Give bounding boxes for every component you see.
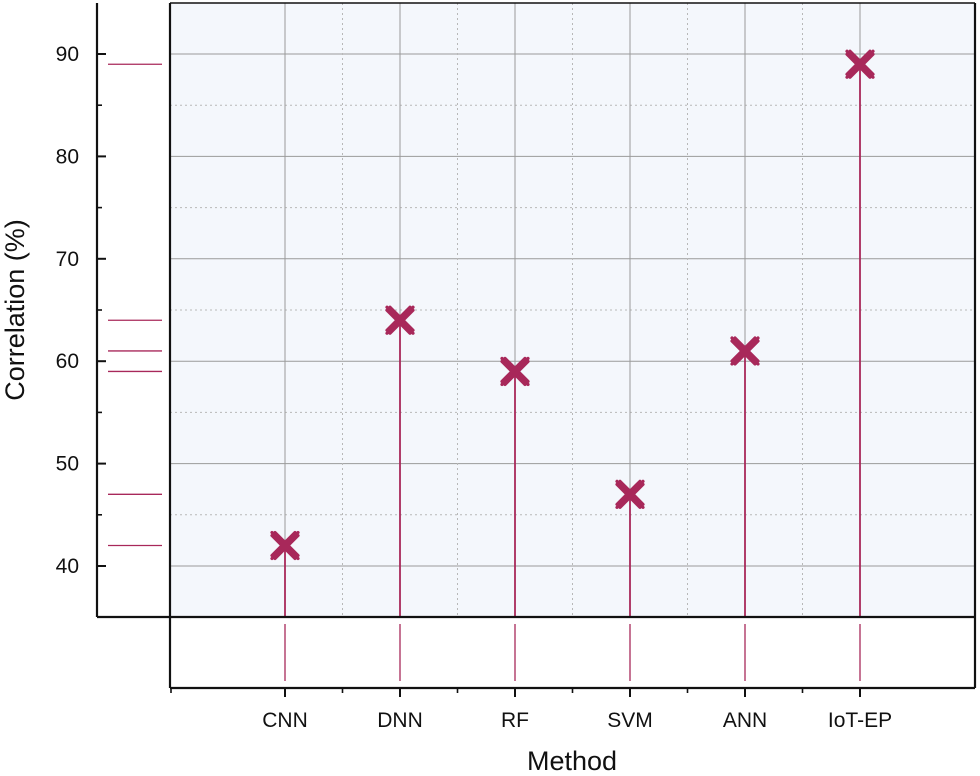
data-point-marker	[385, 305, 415, 335]
marker-stroke	[388, 308, 415, 335]
y-tick-label: 50	[56, 453, 79, 476]
marker-stroke	[615, 479, 642, 506]
marker-stroke	[733, 336, 760, 363]
marker-stroke	[388, 305, 415, 332]
marker-stroke	[618, 482, 645, 509]
y-tick-label: 90	[56, 43, 79, 66]
marker-stroke	[845, 49, 875, 79]
data-point-marker	[270, 530, 300, 561]
marker-stroke	[500, 356, 530, 387]
marker-stroke	[270, 530, 300, 561]
y-axis-title: Correlation (%)	[0, 219, 30, 401]
marker-stroke	[503, 359, 530, 387]
marker-stroke	[848, 52, 875, 79]
marker-stroke	[500, 356, 527, 384]
marker-stroke	[615, 479, 645, 509]
bottom-marginal-rug	[284, 624, 861, 681]
marker-stroke	[385, 305, 415, 335]
marker-stroke	[270, 533, 297, 561]
x-tick-label: IoT-EP	[828, 709, 892, 732]
x-tick-label: ANN	[723, 709, 767, 732]
data-point-marker	[500, 356, 530, 387]
marker-stroke	[385, 305, 412, 332]
marker-stroke	[845, 49, 872, 76]
x-tick-label: DNN	[377, 709, 423, 732]
y-tick-label: 70	[56, 248, 79, 271]
marker-stroke	[503, 356, 530, 384]
data-point-marker	[845, 49, 875, 79]
x-tick-label: CNN	[262, 709, 308, 732]
x-ticks: CNN DNN RF SVM ANN IoT-EP	[170, 688, 892, 732]
marker-stroke	[730, 336, 757, 363]
marker-stroke	[500, 359, 527, 387]
marker-stroke	[730, 336, 760, 366]
marker-stroke	[733, 339, 760, 366]
marker-stroke	[615, 482, 642, 509]
data-point-marker	[615, 479, 645, 509]
left-marginal-rug	[108, 63, 162, 547]
y-tick-label: 40	[56, 555, 79, 578]
y-tick-label: 80	[56, 145, 79, 168]
x-tick-label: RF	[501, 709, 529, 732]
markers-layer	[270, 49, 875, 561]
marker-stroke	[273, 530, 300, 558]
marker-stroke	[273, 533, 300, 561]
data-point-marker	[730, 336, 760, 366]
stems-layer	[284, 64, 861, 617]
x-axis-title: Method	[527, 746, 617, 776]
marker-stroke	[848, 49, 875, 76]
marker-stroke	[730, 339, 757, 366]
x-tick-label: SVM	[607, 709, 653, 732]
marker-stroke	[618, 479, 645, 506]
y-tick-label: 60	[56, 350, 79, 373]
marker-stroke	[845, 52, 872, 79]
marker-stroke	[385, 308, 412, 335]
marker-stroke	[270, 530, 297, 558]
y-ticks: 40 50 60 70 80 90	[56, 43, 106, 578]
